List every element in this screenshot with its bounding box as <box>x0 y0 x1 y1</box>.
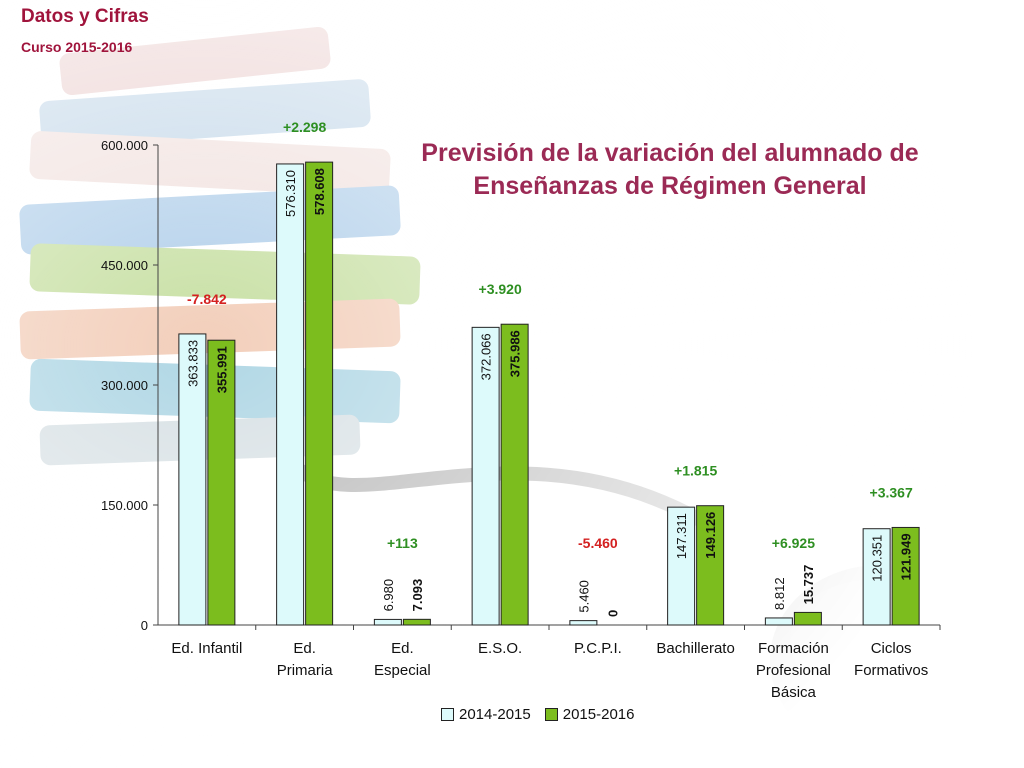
y-tick-label: 600.000 <box>101 138 148 153</box>
bar-2015-2016 <box>891 526 920 626</box>
legend-item-2015: 2015-2016 <box>544 706 635 723</box>
difference-label: +1.815 <box>674 463 717 479</box>
data-label-2015-2016: 121.949 <box>899 533 914 580</box>
legend-item-2014: 2014-2015 <box>441 706 531 723</box>
data-label-2015-2016: 149.126 <box>703 512 718 559</box>
data-label-2014-2015: 8.812 <box>772 577 787 610</box>
x-tick-label: Profesional <box>756 662 831 679</box>
bar-2014-2015 <box>373 618 402 626</box>
x-tick-label: Formativos <box>854 662 928 679</box>
bar-2015-2016 <box>305 161 334 626</box>
data-label-2014-2015: 576.310 <box>283 170 298 217</box>
x-tick-label: Formación <box>758 640 829 657</box>
x-tick-label: Ed. <box>391 640 414 657</box>
data-label-2015-2016: 578.608 <box>312 168 327 215</box>
legend-label-2015: 2015-2016 <box>562 706 635 723</box>
y-tick-label: 300.000 <box>101 378 148 393</box>
x-tick-label: Básica <box>771 684 817 701</box>
x-tick-label: Ed. <box>293 640 316 657</box>
x-tick-label: E.S.O. <box>478 640 522 657</box>
difference-label: +113 <box>387 535 418 551</box>
x-tick-label: Bachillerato <box>656 640 734 657</box>
page-subtitle: Curso 2015-2016 <box>21 39 133 55</box>
bar-2014-2015 <box>569 620 598 626</box>
x-tick-label: Primaria <box>277 662 333 679</box>
y-tick-label: 0 <box>141 618 148 633</box>
difference-label: -5.460 <box>578 535 618 551</box>
difference-label: +2.298 <box>283 119 326 135</box>
data-label-2014-2015: 6.980 <box>381 579 396 612</box>
bar-2014-2015 <box>178 333 207 626</box>
chart-legend: 2014-2015 2015-2016 <box>441 706 634 723</box>
data-label-2014-2015: 120.351 <box>870 535 885 582</box>
data-label-2014-2015: 372.066 <box>479 333 494 380</box>
bar-2015-2016 <box>207 339 236 626</box>
x-tick-label: Ed. Infantil <box>171 640 242 657</box>
data-label-2015-2016: 7.093 <box>410 579 425 612</box>
y-tick-label: 150.000 <box>101 498 148 513</box>
difference-label: +3.367 <box>870 484 913 500</box>
bar-2014-2015 <box>764 617 793 626</box>
y-tick-label: 450.000 <box>101 258 148 273</box>
bar-2015-2016 <box>402 618 431 626</box>
bar-2015-2016 <box>500 323 529 626</box>
difference-label: +6.925 <box>772 535 815 551</box>
data-label-2015-2016: 15.737 <box>801 565 816 605</box>
bar-2015-2016 <box>793 611 822 626</box>
difference-label: +3.920 <box>479 281 522 297</box>
data-label-2015-2016: 375.986 <box>508 330 523 377</box>
data-label-2015-2016: 0 <box>605 610 620 617</box>
x-tick-label: P.C.P.I. <box>574 640 622 657</box>
x-tick-label: Especial <box>374 662 431 679</box>
data-label-2014-2015: 147.311 <box>674 513 689 559</box>
page-title: Datos y Cifras <box>21 6 149 27</box>
legend-swatch-2014 <box>441 708 454 721</box>
data-label-2015-2016: 355.991 <box>214 346 229 393</box>
bar-2014-2015 <box>667 506 696 626</box>
data-label-2014-2015: 363.833 <box>185 340 200 387</box>
bar-2015-2016 <box>696 505 725 626</box>
difference-label: -7.842 <box>187 291 227 307</box>
legend-swatch-2015 <box>544 708 558 721</box>
bar-2014-2015 <box>862 528 891 626</box>
data-label-2014-2015: 5.460 <box>576 580 591 613</box>
bar-2014-2015 <box>276 163 305 626</box>
legend-label-2014: 2014-2015 <box>459 706 531 723</box>
x-tick-label: Ciclos <box>871 640 912 657</box>
bar-2014-2015 <box>471 326 500 626</box>
chart-title: Previsión de la variación del alumnado d… <box>421 139 919 200</box>
